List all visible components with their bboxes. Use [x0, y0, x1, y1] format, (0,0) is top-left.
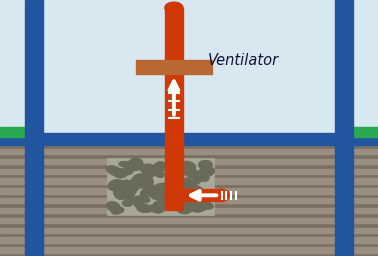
Ellipse shape [147, 185, 160, 196]
Bar [0, 133, 378, 145]
Ellipse shape [199, 166, 215, 177]
Ellipse shape [155, 183, 171, 195]
Ellipse shape [190, 205, 206, 212]
Ellipse shape [135, 196, 150, 203]
Bar [0, 247, 378, 253]
Ellipse shape [119, 161, 134, 168]
Bar [108, 159, 214, 215]
Ellipse shape [213, 189, 229, 201]
Bar [0, 237, 378, 243]
Ellipse shape [188, 176, 202, 187]
Ellipse shape [122, 186, 136, 196]
Bar [25, 0, 43, 256]
Bar [0, 169, 378, 174]
Ellipse shape [115, 189, 125, 198]
Bar [335, 0, 353, 256]
Ellipse shape [124, 162, 135, 175]
Ellipse shape [106, 201, 121, 212]
Ellipse shape [186, 169, 199, 178]
Ellipse shape [140, 188, 153, 198]
Bar [0, 208, 378, 213]
Ellipse shape [111, 207, 124, 214]
Ellipse shape [160, 199, 171, 207]
Ellipse shape [156, 191, 172, 200]
Ellipse shape [150, 188, 162, 200]
Ellipse shape [172, 168, 183, 176]
Ellipse shape [121, 192, 136, 201]
Ellipse shape [175, 166, 188, 175]
Bar [0, 218, 378, 223]
Ellipse shape [176, 202, 193, 214]
Bar [0, 149, 378, 154]
Ellipse shape [150, 204, 165, 213]
Ellipse shape [107, 181, 124, 190]
Ellipse shape [113, 168, 128, 178]
Ellipse shape [119, 180, 133, 192]
Ellipse shape [200, 202, 214, 209]
Bar [0, 228, 378, 233]
Ellipse shape [186, 200, 200, 209]
Ellipse shape [128, 178, 141, 188]
Bar [0, 159, 378, 164]
Ellipse shape [116, 183, 128, 190]
Ellipse shape [152, 167, 164, 178]
Bar [0, 198, 378, 204]
Ellipse shape [108, 179, 125, 191]
Ellipse shape [164, 161, 177, 169]
Ellipse shape [154, 162, 168, 171]
Ellipse shape [182, 161, 196, 170]
Ellipse shape [159, 183, 170, 191]
Ellipse shape [165, 2, 183, 13]
Ellipse shape [174, 186, 189, 196]
Text: Ventilator: Ventilator [208, 53, 279, 68]
Ellipse shape [198, 160, 212, 169]
Ellipse shape [177, 165, 187, 177]
Ellipse shape [128, 158, 143, 171]
Bar [0, 138, 378, 256]
Ellipse shape [132, 174, 149, 184]
Bar [0, 188, 378, 194]
Bar [165, 189, 221, 201]
Ellipse shape [113, 188, 126, 200]
Ellipse shape [151, 185, 163, 194]
Bar [0, 127, 34, 137]
Bar [0, 0, 378, 138]
Ellipse shape [177, 178, 192, 190]
Bar [0, 178, 378, 184]
Ellipse shape [198, 174, 209, 182]
Ellipse shape [184, 185, 203, 196]
Ellipse shape [136, 176, 154, 188]
Ellipse shape [168, 190, 181, 202]
Bar [136, 59, 212, 74]
Ellipse shape [196, 200, 209, 210]
Ellipse shape [153, 200, 166, 209]
Bar [165, 8, 183, 210]
Ellipse shape [165, 195, 181, 204]
Bar [0, 139, 378, 145]
Ellipse shape [106, 165, 122, 176]
Ellipse shape [140, 164, 155, 173]
Ellipse shape [161, 192, 175, 202]
Ellipse shape [192, 195, 207, 206]
Bar [344, 127, 378, 137]
Ellipse shape [126, 183, 139, 192]
Ellipse shape [136, 204, 153, 213]
Ellipse shape [122, 200, 133, 207]
Ellipse shape [117, 189, 130, 197]
Ellipse shape [133, 200, 146, 211]
Ellipse shape [140, 172, 155, 179]
